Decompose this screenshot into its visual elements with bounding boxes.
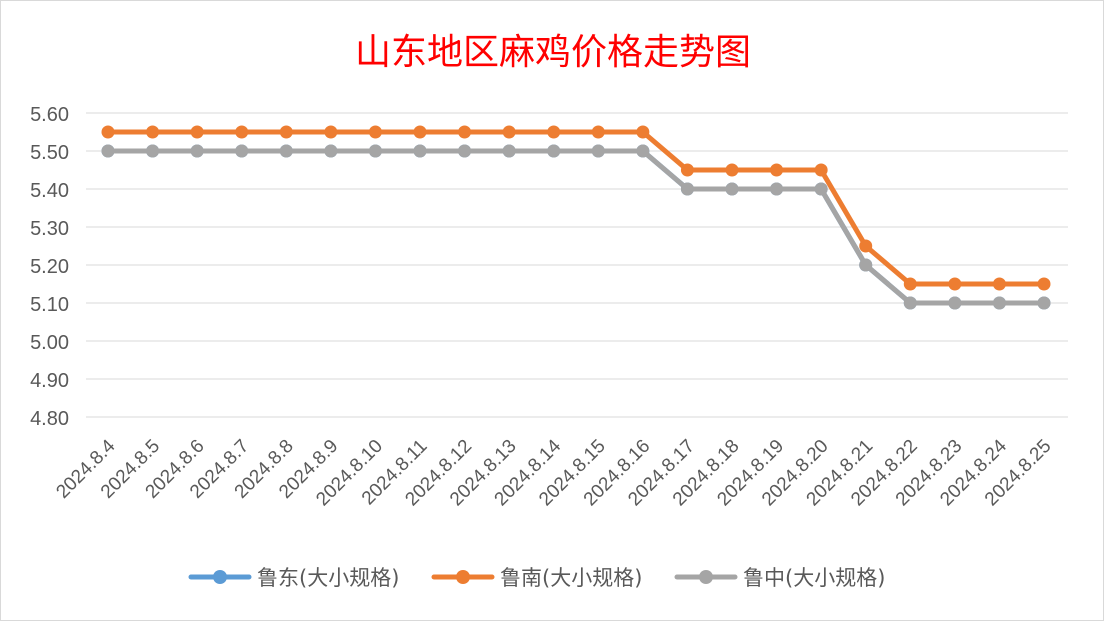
y-tick-label: 5.40	[30, 180, 69, 202]
series-1	[101, 125, 1051, 291]
y-tick-label: 5.00	[30, 332, 69, 354]
data-point	[814, 182, 828, 196]
data-point	[903, 296, 917, 310]
legend: 鲁东(大小规格) 鲁南(大小规格) 鲁中(大小规格)	[188, 566, 885, 590]
data-point	[948, 296, 962, 310]
legend-item: 鲁东(大小规格)	[188, 566, 399, 590]
legend-label: 鲁南(大小规格)	[500, 566, 642, 590]
data-point	[413, 144, 427, 158]
data-point	[547, 144, 561, 158]
data-point	[770, 182, 784, 196]
data-point	[279, 144, 293, 158]
grid-lines	[86, 112, 1068, 418]
data-point	[324, 125, 338, 139]
legend-marker	[699, 570, 713, 584]
data-point	[814, 163, 828, 177]
data-point	[101, 125, 115, 139]
data-point	[680, 163, 694, 177]
data-point	[368, 125, 382, 139]
y-tick-label: 4.90	[30, 370, 69, 392]
data-point	[859, 258, 873, 272]
legend-item: 鲁南(大小规格)	[431, 566, 642, 590]
data-point	[725, 182, 739, 196]
data-point	[992, 277, 1006, 291]
legend-marker	[456, 570, 470, 584]
data-point	[235, 125, 249, 139]
data-point	[770, 163, 784, 177]
data-point	[324, 144, 338, 158]
y-tick-label: 5.50	[30, 142, 69, 164]
data-point	[1037, 296, 1051, 310]
data-point	[547, 125, 561, 139]
data-point	[725, 163, 739, 177]
x-axis-ticks: 2024.8.42024.8.52024.8.62024.8.72024.8.8…	[52, 435, 1055, 510]
data-point	[190, 144, 204, 158]
y-tick-label: 5.30	[30, 218, 69, 240]
data-point	[458, 144, 472, 158]
legend-label: 鲁中(大小规格)	[743, 566, 885, 590]
data-point	[1037, 277, 1051, 291]
legend-marker	[213, 570, 227, 584]
data-point	[146, 144, 160, 158]
y-tick-label: 5.20	[30, 256, 69, 278]
data-point	[992, 296, 1006, 310]
data-point	[502, 144, 516, 158]
data-point	[636, 144, 650, 158]
legend-item: 鲁中(大小规格)	[674, 566, 885, 590]
data-point	[279, 125, 293, 139]
y-tick-label: 5.10	[30, 294, 69, 316]
data-point	[636, 125, 650, 139]
data-point	[458, 125, 472, 139]
data-point	[948, 277, 962, 291]
data-point	[190, 125, 204, 139]
data-point	[146, 125, 160, 139]
data-point	[680, 182, 694, 196]
data-point	[591, 144, 605, 158]
series-line	[105, 148, 1047, 306]
data-point	[591, 125, 605, 139]
data-point	[413, 125, 427, 139]
data-point	[903, 277, 917, 291]
y-axis-ticks: 5.60 5.50 5.40 5.30 5.20 5.10 5.00 4.90 4.80	[30, 104, 69, 430]
series-lines	[101, 125, 1051, 310]
chart-title: 山东地区麻鸡价格走势图	[355, 32, 751, 73]
data-point	[502, 125, 516, 139]
data-point	[101, 144, 115, 158]
y-tick-label: 4.80	[30, 408, 69, 430]
data-point	[235, 144, 249, 158]
series-line	[105, 129, 1047, 287]
series-2	[101, 144, 1051, 310]
data-point	[859, 239, 873, 253]
y-tick-label: 5.60	[30, 104, 69, 126]
data-point	[368, 144, 382, 158]
legend-label: 鲁东(大小规格)	[257, 566, 399, 590]
